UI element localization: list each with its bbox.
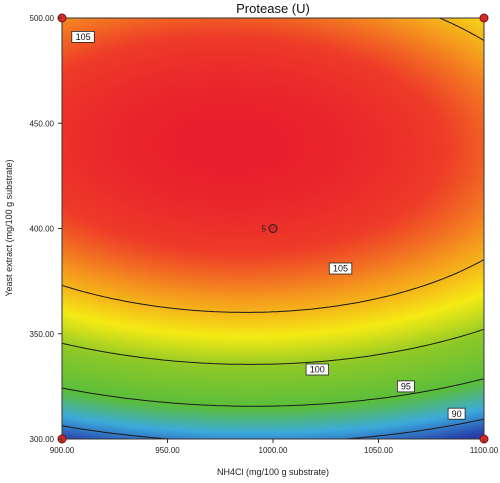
contour-label-95: 95 [396,380,415,393]
y-tick-label: 400.00 [30,225,55,234]
svg-text:95: 95 [401,382,411,392]
contour-label-90: 90 [447,407,466,420]
svg-text:105: 105 [76,32,91,42]
contour-line-100 [62,328,484,365]
contour-line-105 [62,18,484,313]
x-axis-ticks: 900.00 950.00 1000.00 1050.00 1100.00 [50,439,499,455]
x-tick-label: 1000.00 [259,446,288,455]
contour-line-90 [62,418,484,439]
center-point-label: 5 [262,225,267,234]
y-tick-label: 450.00 [30,119,55,128]
y-tick-label: 300.00 [30,435,55,444]
x-tick-label: 950.00 [155,446,180,455]
contour-label-105: 105 [71,30,95,43]
contour-line-95 [62,378,484,407]
y-axis-ticks: 300.00 350.00 400.00 450.00 500.00 [30,14,62,444]
y-tick-label: 500.00 [30,14,55,23]
design-point [479,13,489,23]
svg-text:100: 100 [310,365,325,375]
center-point [268,224,278,233]
x-tick-label: 1050.00 [364,446,393,455]
contour-label-105: 105 [328,262,353,275]
contour-lines [62,18,484,439]
y-tick-label: 350.00 [30,330,55,339]
contour-label-100: 100 [305,363,330,376]
chart-title: Protease (U) [236,1,310,16]
svg-text:105: 105 [333,264,348,274]
x-tick-label: 1100.00 [470,446,499,455]
y-axis-label: Yeast extract (mg/100 g substrate) [4,159,14,296]
x-axis-label: NH4Cl (mg/100 g substrate) [217,467,329,477]
contour-labels: 105 105 100 95 90 [71,30,466,420]
x-tick-label: 900.00 [50,446,75,455]
svg-text:90: 90 [452,409,462,419]
